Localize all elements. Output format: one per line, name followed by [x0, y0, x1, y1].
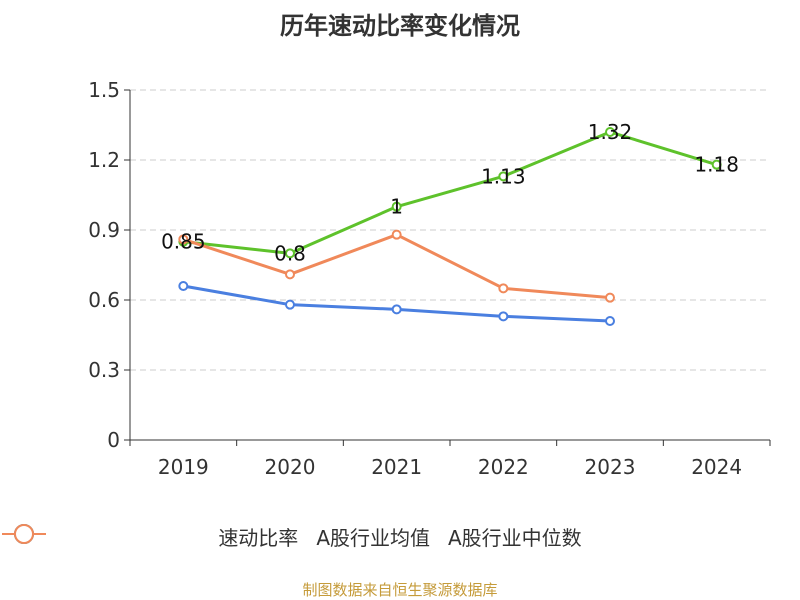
y-tick-label: 0.6	[88, 288, 120, 312]
data-label: 0.85	[161, 230, 206, 254]
data-point	[605, 127, 615, 137]
chart-title: 历年速动比率变化情况	[280, 12, 520, 40]
legend-item[interactable]: A股行业中位数	[2, 522, 582, 551]
x-tick-label: 2023	[585, 455, 636, 479]
x-tick-label: 2024	[691, 455, 742, 479]
legend-swatch	[2, 524, 46, 544]
data-label: 1	[390, 195, 403, 219]
legend-marker	[14, 524, 34, 544]
data-point	[178, 234, 189, 245]
x-tick-label: 2022	[478, 455, 529, 479]
data-point	[498, 311, 509, 322]
y-tick-label: 1.2	[88, 148, 120, 172]
x-tick-label: 2021	[371, 455, 422, 479]
series-line-2	[182, 233, 611, 300]
data-label: 1.18	[694, 153, 739, 177]
legend-label: A股行业均值	[316, 526, 430, 550]
data-label: 1.32	[588, 120, 633, 144]
data-point	[285, 269, 295, 280]
y-tick-label: 0.9	[88, 218, 120, 242]
legend-label: A股行业中位数	[448, 526, 582, 550]
legend-item[interactable]: A股行业均值	[2, 522, 430, 551]
legend-label: 速动比率	[218, 526, 299, 550]
data-source-note: 制图数据来自恒生聚源数据库	[302, 581, 498, 599]
chart-legend: 速动比率 A股行业均值 A股行业中位数	[0, 522, 800, 551]
x-tick-label: 2020	[265, 455, 316, 479]
data-point	[605, 316, 615, 326]
y-tick-label: 0.3	[88, 358, 120, 382]
data-label: 0.8	[274, 241, 306, 265]
data-point	[391, 229, 402, 240]
data-label: 1.13	[481, 164, 526, 188]
data-point	[605, 292, 615, 303]
series-line-0	[183, 130, 718, 255]
data-point	[498, 171, 509, 182]
data-point	[391, 304, 402, 315]
x-tick-label: 2019	[158, 455, 209, 479]
data-point	[711, 159, 722, 170]
legend-item[interactable]: 速动比率	[2, 522, 299, 551]
data-point	[285, 248, 295, 259]
data-point	[178, 281, 189, 291]
data-point	[391, 201, 402, 212]
data-point	[285, 299, 295, 310]
y-tick-label: 1.5	[88, 78, 120, 102]
y-tick-label: 0	[107, 428, 120, 452]
data-point	[498, 283, 509, 294]
